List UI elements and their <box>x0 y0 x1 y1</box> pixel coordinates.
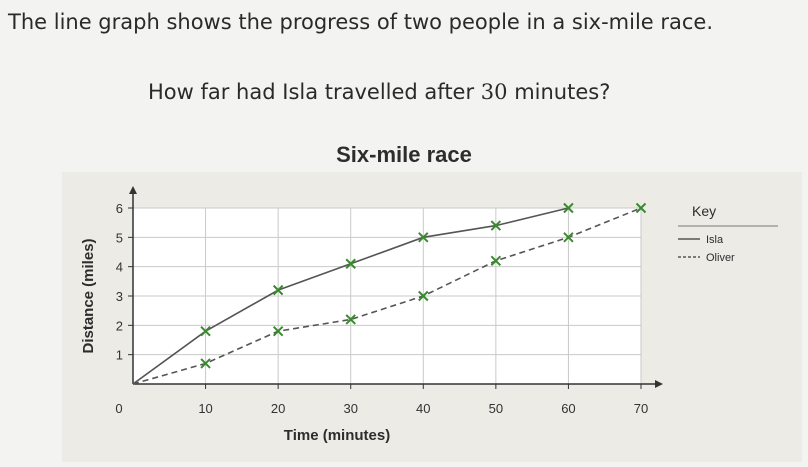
data-point-isla <box>490 220 502 231</box>
x-tick-label: 20 <box>271 401 285 416</box>
data-point-isla <box>200 325 211 337</box>
data-point-isla <box>563 202 574 214</box>
y-tick-label: 5 <box>116 230 123 245</box>
x-tick-label: 0 <box>115 401 122 416</box>
data-point-isla <box>418 232 429 243</box>
x-tick-label: 30 <box>343 401 357 416</box>
x-tick-label: 50 <box>489 401 503 416</box>
x-tick-label: 10 <box>198 401 212 416</box>
data-point-oliver <box>272 325 284 337</box>
y-tick-label: 3 <box>116 289 123 304</box>
data-point-oliver <box>345 314 356 325</box>
x-axis-label: Time (minutes) <box>284 427 390 444</box>
x-tick-label: 40 <box>416 401 430 416</box>
data-point-oliver <box>490 255 502 267</box>
question-line-2: How far had Isla travelled after 30 minu… <box>148 80 610 104</box>
question-prefix: How far had Isla travelled after <box>148 80 481 104</box>
y-tick-label: 1 <box>116 348 123 363</box>
y-tick-label: 4 <box>116 260 123 275</box>
data-point-oliver <box>563 232 574 243</box>
legend-label-oliver: Oliver <box>706 252 735 264</box>
y-axis-label: Distance (miles) <box>80 238 97 353</box>
data-point-oliver <box>200 358 211 369</box>
data-point-oliver <box>635 202 647 214</box>
y-axis-arrow <box>129 186 137 194</box>
data-point-isla <box>272 284 284 296</box>
question-suffix: minutes? <box>507 80 611 104</box>
x-tick-label: 70 <box>634 401 648 416</box>
x-axis-arrow <box>655 380 663 388</box>
x-tick-label: 60 <box>561 401 575 416</box>
question-line-1: The line graph shows the progress of two… <box>8 10 714 34</box>
legend-title: Key <box>692 203 716 219</box>
data-point-isla <box>345 258 356 269</box>
question-number: 30 <box>480 80 508 104</box>
data-point-oliver <box>418 290 429 302</box>
y-tick-label: 6 <box>116 201 123 216</box>
chart-title: Six-mile race <box>336 142 472 167</box>
y-tick-label: 2 <box>116 318 123 333</box>
legend-label-isla: Isla <box>706 234 724 246</box>
